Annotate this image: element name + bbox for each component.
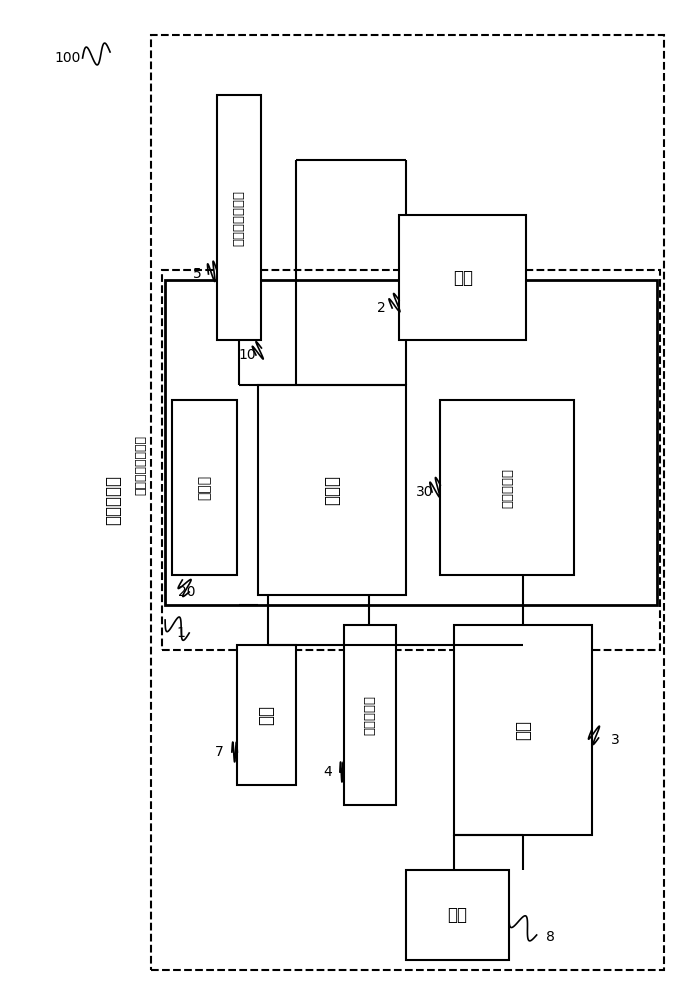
Text: 电动两轮车: 电动两轮车 xyxy=(105,475,122,525)
Text: 3: 3 xyxy=(612,733,620,747)
Bar xyxy=(440,400,574,575)
Bar xyxy=(399,215,526,340)
Text: 角度传感器: 角度传感器 xyxy=(363,695,376,735)
Text: 20: 20 xyxy=(178,585,196,599)
Text: 电机: 电机 xyxy=(514,720,532,740)
Bar xyxy=(162,270,660,650)
Text: 控制部: 控制部 xyxy=(323,475,341,505)
Text: 30: 30 xyxy=(416,485,433,499)
Text: 8: 8 xyxy=(546,930,555,944)
Text: 仪器: 仪器 xyxy=(257,705,276,725)
Text: 5: 5 xyxy=(193,267,202,281)
Bar xyxy=(165,280,657,605)
Text: 记忆部: 记忆部 xyxy=(197,475,212,500)
Text: 油门位置传感器: 油门位置传感器 xyxy=(233,190,246,245)
Bar xyxy=(151,35,664,970)
Text: 1: 1 xyxy=(177,626,185,640)
Bar xyxy=(406,870,509,960)
Text: 井轮: 井轮 xyxy=(447,906,468,924)
Bar xyxy=(344,625,396,805)
Text: 电力转换部: 电力转换部 xyxy=(501,468,514,508)
Text: 2: 2 xyxy=(378,301,386,315)
Text: 4: 4 xyxy=(324,765,332,779)
Text: 100: 100 xyxy=(54,51,80,65)
Bar xyxy=(217,95,261,340)
Bar xyxy=(172,400,237,575)
Text: 7: 7 xyxy=(215,745,223,759)
Text: 10: 10 xyxy=(239,348,257,362)
Text: 电动车辆控制装置: 电动车辆控制装置 xyxy=(135,435,147,495)
Text: 电池: 电池 xyxy=(453,268,473,286)
Bar xyxy=(454,625,592,835)
Bar xyxy=(237,645,296,785)
Bar xyxy=(258,385,406,595)
